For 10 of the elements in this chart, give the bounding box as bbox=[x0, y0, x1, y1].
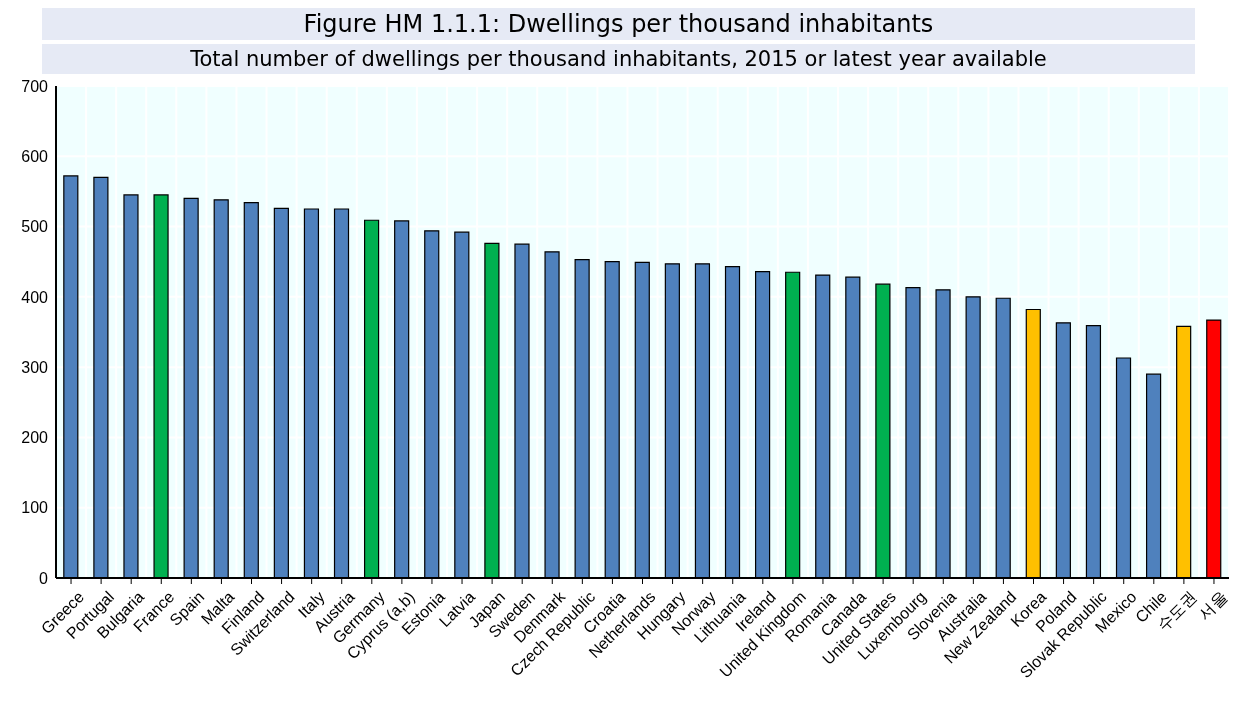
y-tick-label: 700 bbox=[21, 77, 49, 95]
y-tick-label: 500 bbox=[21, 218, 49, 236]
y-tick-label: 200 bbox=[21, 429, 49, 447]
chart-title: Figure HM 1.1.1: Dwellings per thousand inhabitants bbox=[42, 8, 1195, 40]
y-tick-label: 0 bbox=[39, 569, 49, 587]
y-tick-label: 600 bbox=[21, 147, 49, 165]
y-tick-label: 100 bbox=[21, 499, 49, 517]
y-tick-label: 300 bbox=[21, 358, 49, 376]
y-tick-label: 400 bbox=[21, 288, 49, 306]
chart-subtitle: Total number of dwellings per thousand inhabitants, 2015 or latest year available bbox=[42, 44, 1195, 74]
